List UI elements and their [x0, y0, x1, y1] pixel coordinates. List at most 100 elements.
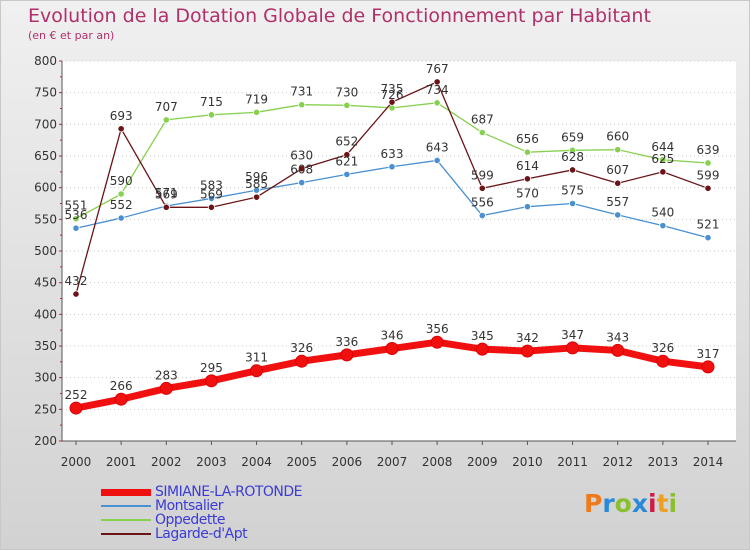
data-label: 552 — [110, 198, 133, 212]
data-point — [162, 116, 170, 124]
x-tick-label: 2008 — [422, 455, 453, 469]
data-label: 585 — [245, 177, 268, 191]
logo-letter: o — [614, 489, 632, 518]
logo-letter: r — [602, 489, 615, 518]
legend-swatch — [101, 505, 151, 507]
legend-label: Montsalier — [155, 498, 224, 514]
proxiti-logo[interactable]: Proxiti — [584, 489, 677, 518]
y-tick-label: 450 — [34, 276, 57, 290]
data-point — [701, 360, 715, 374]
legend-item: Lagarde-d'Apt — [101, 527, 302, 541]
data-label: 767 — [426, 62, 449, 76]
data-label: 252 — [65, 388, 88, 402]
logo-letter: x — [631, 489, 648, 518]
data-label: 345 — [471, 329, 494, 343]
data-label: 628 — [561, 150, 584, 164]
data-point — [117, 190, 125, 198]
data-label: 731 — [290, 85, 313, 99]
data-point — [162, 203, 170, 211]
data-label: 614 — [516, 159, 539, 173]
x-tick-label: 2010 — [512, 455, 543, 469]
data-point — [704, 234, 712, 242]
data-point — [478, 211, 486, 220]
data-label: 347 — [561, 328, 584, 342]
data-label: 575 — [561, 184, 584, 198]
data-label: 621 — [335, 154, 358, 168]
y-tick-label: 750 — [34, 86, 57, 100]
data-label: 734 — [426, 83, 449, 97]
data-point — [566, 341, 580, 355]
data-point — [614, 179, 622, 187]
data-point — [568, 199, 577, 208]
x-tick-label: 2011 — [557, 455, 588, 469]
data-point — [568, 146, 577, 154]
data-point — [611, 343, 625, 357]
data-point — [659, 222, 667, 230]
data-label: 719 — [245, 92, 268, 106]
legend-label: Lagarde-d'Apt — [155, 526, 248, 542]
data-point — [523, 175, 532, 183]
data-label: 630 — [290, 149, 313, 163]
data-point — [298, 179, 306, 187]
data-label: 596 — [245, 170, 268, 184]
y-tick-label: 500 — [34, 244, 57, 258]
data-point — [72, 215, 80, 223]
data-label: 283 — [155, 368, 178, 382]
data-label: 557 — [606, 195, 629, 209]
logo-letter: i — [668, 489, 678, 518]
data-label: 326 — [290, 341, 313, 355]
logo-letter: P — [584, 489, 603, 518]
y-tick-label: 800 — [34, 54, 57, 68]
data-label: 659 — [561, 130, 584, 144]
data-point — [523, 203, 532, 211]
legend-label: Oppedette — [155, 512, 226, 528]
x-tick-label: 2003 — [196, 455, 227, 469]
data-label: 551 — [65, 199, 88, 213]
y-tick-label: 300 — [34, 371, 57, 385]
data-label: 432 — [65, 274, 88, 288]
data-point — [207, 194, 216, 203]
x-tick-label: 2004 — [241, 455, 272, 469]
chart-title: Evolution de la Dotation Globale de Fonc… — [28, 5, 651, 27]
data-point — [343, 170, 351, 178]
data-label: 726 — [381, 88, 404, 102]
data-point — [433, 99, 441, 107]
data-point — [385, 342, 399, 356]
data-label: 599 — [471, 168, 494, 182]
data-label: 707 — [155, 100, 178, 114]
data-point — [207, 203, 216, 211]
data-point — [252, 186, 261, 194]
data-label: 266 — [110, 379, 133, 393]
x-tick-label: 2006 — [332, 455, 363, 469]
data-label: 346 — [381, 329, 404, 343]
data-point — [659, 156, 667, 164]
legend-item: SIMIANE-LA-ROTONDE — [101, 485, 303, 499]
data-point — [388, 163, 396, 171]
chart-subtitle: (en € et par an) — [28, 29, 115, 42]
data-point — [340, 348, 354, 362]
data-label: 625 — [651, 152, 674, 166]
data-label: 715 — [200, 95, 223, 109]
y-tick-label: 350 — [34, 339, 57, 353]
data-point — [252, 193, 261, 201]
x-tick-label: 2014 — [693, 455, 724, 469]
data-point — [114, 392, 128, 406]
data-label: 730 — [335, 85, 358, 99]
data-label: 583 — [200, 178, 223, 192]
legend-item: Oppedette — [101, 513, 302, 527]
y-tick-label: 650 — [34, 149, 57, 163]
y-tick-label: 200 — [34, 434, 57, 448]
logo-letter: i — [648, 489, 657, 518]
data-point — [117, 125, 125, 133]
data-label: 556 — [471, 196, 494, 210]
data-point — [207, 111, 216, 119]
data-point — [656, 354, 670, 368]
legend-swatch — [101, 488, 151, 496]
data-label: 639 — [697, 143, 720, 157]
data-label: 656 — [516, 132, 539, 146]
logo-letter: t — [656, 489, 669, 518]
data-label: 693 — [110, 109, 133, 123]
data-label: 295 — [200, 361, 223, 375]
